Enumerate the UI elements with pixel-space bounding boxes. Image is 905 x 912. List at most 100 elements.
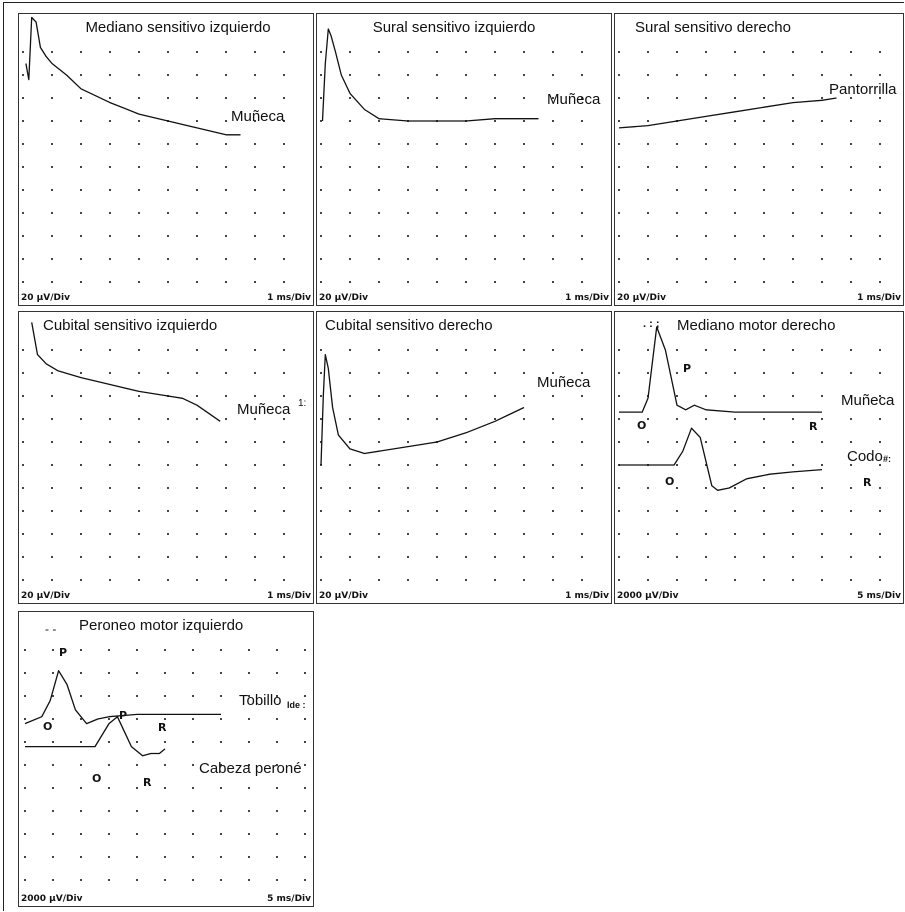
grid-dot [618, 441, 620, 443]
grid-dot [51, 51, 53, 53]
grid-dot [80, 879, 82, 881]
grid-dot [676, 418, 678, 420]
grid-dot [138, 258, 140, 260]
grid-dot [407, 418, 409, 420]
grid-dot [494, 349, 496, 351]
grid-dot [24, 810, 26, 812]
grid-dot [407, 349, 409, 351]
grid-dot [879, 212, 881, 214]
grid-dot [136, 741, 138, 743]
grid-dot [225, 418, 227, 420]
grid-dot [220, 741, 222, 743]
grid-dot [879, 372, 881, 374]
grid-dot [320, 349, 322, 351]
grid-dot [349, 281, 351, 283]
grid-dot [407, 74, 409, 76]
grid-dot [581, 189, 583, 191]
grid-dot [407, 441, 409, 443]
grid-dot [734, 487, 736, 489]
chart-svg [320, 349, 583, 581]
scale-y-label: 20 μV/Div [319, 293, 368, 303]
grid-dot [523, 349, 525, 351]
grid-dot [705, 97, 707, 99]
scale-x-label: 1 ms/Div [267, 293, 311, 303]
grid-dot [349, 212, 351, 214]
grid-dot [167, 372, 169, 374]
grid-dot [407, 97, 409, 99]
grid-dot [167, 51, 169, 53]
grid-dot [850, 189, 852, 191]
panel-cubital-sensitivo-derecho: Cubital sensitivo derecho Muñeca 20 μV/D… [316, 311, 612, 604]
grid-dot [80, 556, 82, 558]
grid-dot [24, 672, 26, 674]
grid-dot [196, 235, 198, 237]
grid-dot [164, 718, 166, 720]
scale-x-label: 5 ms/Div [857, 591, 901, 601]
grid-dot [618, 579, 620, 581]
grid-dot [465, 281, 467, 283]
grid-dot [164, 649, 166, 651]
grid-dot [552, 487, 554, 489]
grid-dot [552, 533, 554, 535]
grid-dot [552, 395, 554, 397]
grid-dot [763, 212, 765, 214]
grid-dot [51, 579, 53, 581]
grid-dot [763, 395, 765, 397]
grid-dot [705, 212, 707, 214]
grid-dot [705, 349, 707, 351]
grid-dot [581, 74, 583, 76]
grid-dot [276, 879, 278, 881]
grid-dot [283, 212, 285, 214]
trace-muñeca [25, 16, 241, 136]
grid-dot [225, 258, 227, 260]
grid-dot [436, 349, 438, 351]
grid-dot [647, 556, 649, 558]
grid-dot [618, 258, 620, 260]
grid-dot [618, 189, 620, 191]
grid-dot [378, 556, 380, 558]
grid-dot [192, 810, 194, 812]
grid-dot [22, 258, 24, 260]
grid-dot [225, 235, 227, 237]
grid-dot [164, 856, 166, 858]
trace-label: Muñeca [841, 392, 895, 409]
grid-dot [52, 833, 54, 835]
grid-dot [349, 258, 351, 260]
grid-dot [225, 212, 227, 214]
grid-dot [494, 579, 496, 581]
grid-dot [879, 74, 881, 76]
grid-dot [109, 533, 111, 535]
grid-dot [763, 349, 765, 351]
grid-dot [552, 418, 554, 420]
grid-dot [618, 418, 620, 420]
chart-svg [22, 16, 285, 283]
grid-dot [436, 166, 438, 168]
grid-dot [80, 120, 82, 122]
grid-dot [220, 672, 222, 674]
grid-dot [581, 212, 583, 214]
grid-dot [52, 810, 54, 812]
grid-dot [80, 764, 82, 766]
grid-dot [552, 51, 554, 53]
grid-dot [138, 441, 140, 443]
grid-dot [225, 281, 227, 283]
grid-dot [763, 189, 765, 191]
grid-dot [850, 120, 852, 122]
grid-dot [138, 533, 140, 535]
grid-dot [320, 51, 322, 53]
grid-dot [196, 143, 198, 145]
label-suffix: 1: [298, 398, 307, 409]
grid-dot [436, 510, 438, 512]
grid-dot [552, 166, 554, 168]
grid-dot [248, 810, 250, 812]
grid-dot [763, 418, 765, 420]
grid-dot [22, 464, 24, 466]
grid-dot [879, 349, 881, 351]
grid-dot [276, 810, 278, 812]
grid-dot [523, 510, 525, 512]
grid-dot [647, 510, 649, 512]
grid-dot [167, 510, 169, 512]
grid-dot [22, 166, 24, 168]
grid-dot [436, 74, 438, 76]
grid-dot [51, 395, 53, 397]
